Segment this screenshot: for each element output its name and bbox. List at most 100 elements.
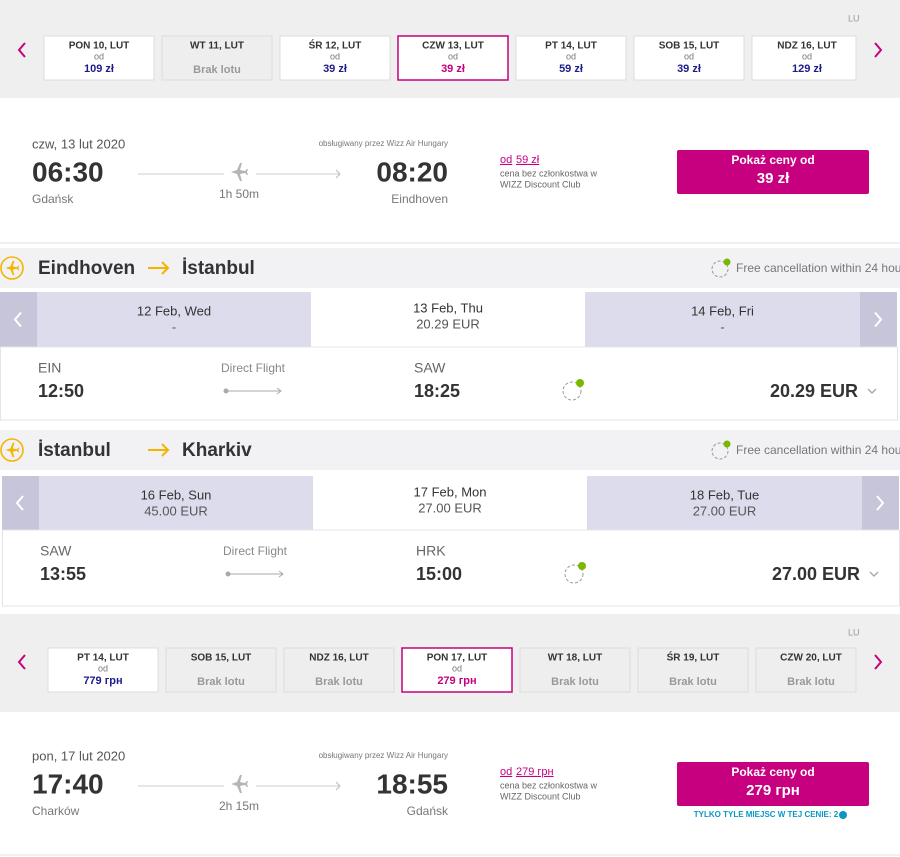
date-card[interactable] — [47, 647, 159, 693]
show-prices-button[interactable] — [677, 150, 869, 194]
tab-next-button[interactable] — [860, 292, 897, 347]
date-card[interactable] — [397, 35, 509, 81]
departure-time: 12:50 — [38, 381, 84, 401]
info-icon — [839, 811, 847, 819]
date-card-status: Brak lotu — [669, 676, 717, 688]
tab-date[interactable]: 14 Feb, Fri — [691, 303, 754, 318]
tab-price[interactable]: 45.00 EUR — [144, 503, 208, 518]
date-card-status: Brak lotu — [315, 676, 363, 688]
date-card[interactable] — [43, 35, 155, 81]
arrival-time: 08:20 — [376, 156, 448, 187]
date-card[interactable] — [283, 647, 395, 693]
cancellation-check — [723, 440, 731, 448]
button-price[interactable]: 39 zł — [757, 170, 790, 187]
route-arrowhead — [335, 781, 341, 791]
arrival-time: 18:25 — [414, 381, 460, 401]
flight-duration: 2h 15m — [219, 799, 259, 813]
date-tab[interactable] — [585, 292, 897, 347]
date-card-price: 59 zł — [559, 63, 583, 75]
departure-code: EIN — [38, 360, 61, 376]
date-card[interactable] — [161, 35, 273, 81]
departure-code: SAW — [40, 543, 72, 559]
previous-dates-arrow[interactable] — [17, 42, 26, 58]
date-tab[interactable] — [2, 476, 313, 530]
route-icon — [0, 438, 24, 462]
regular-price[interactable]: 59 zł — [516, 154, 540, 166]
tab-next-arrow[interactable] — [876, 495, 885, 511]
cancellation-icon — [711, 442, 729, 460]
date-card-from: od — [94, 51, 104, 61]
date-card-day: PT 14, LUT — [545, 41, 597, 52]
flight-date: pon, 17 lut 2020 — [32, 748, 125, 763]
button-label[interactable]: Pokaż ceny od — [731, 765, 814, 779]
tab-price[interactable]: - — [172, 319, 176, 334]
date-card[interactable] — [279, 35, 391, 81]
route-destination: Kharkiv — [182, 440, 252, 461]
next-dates-arrow[interactable] — [874, 654, 883, 670]
departure-city: Charków — [32, 804, 80, 818]
date-card-from: od — [452, 663, 462, 673]
expand-chevron[interactable] — [869, 571, 879, 578]
plane-icon — [231, 163, 248, 181]
date-card[interactable] — [751, 35, 857, 81]
tab-date[interactable]: 13 Feb, Thu — [413, 300, 483, 315]
date-card[interactable] — [633, 35, 745, 81]
cancellation-check — [723, 258, 731, 266]
button-price[interactable]: 279 грн — [746, 782, 800, 799]
departure-time: 17:40 — [32, 768, 104, 799]
date-tab[interactable] — [587, 476, 899, 530]
regular-price[interactable]: 279 грн — [516, 766, 554, 778]
tab-date[interactable]: 17 Feb, Mon — [414, 484, 487, 499]
tab-next-arrow[interactable] — [874, 311, 883, 328]
expand-chevron[interactable] — [867, 388, 877, 395]
tab-prev-arrow[interactable] — [13, 311, 22, 328]
date-card[interactable] — [165, 647, 277, 693]
route-destination: İstanbul — [182, 258, 255, 279]
strip-corner-label: LU — [848, 13, 860, 23]
plane-icon — [231, 775, 248, 793]
date-tab[interactable] — [311, 292, 585, 347]
tab-prev-button[interactable] — [2, 476, 39, 530]
departure-city: Gdańsk — [32, 192, 74, 206]
route-origin: İstanbul — [38, 440, 111, 461]
date-card[interactable] — [637, 647, 749, 693]
date-tab[interactable] — [313, 476, 587, 530]
next-dates-arrow[interactable] — [874, 42, 883, 58]
price-note: WIZZ Discount Club — [500, 791, 581, 801]
tab-price[interactable]: 27.00 EUR — [693, 503, 757, 518]
flight-duration: 1h 50m — [219, 187, 259, 201]
arrival-city: Gdańsk — [407, 804, 449, 818]
flight-price[interactable]: 27.00 EUR — [772, 564, 860, 584]
tab-date[interactable]: 18 Feb, Tue — [690, 487, 759, 502]
date-card-from: od — [684, 51, 694, 61]
tab-date[interactable]: 12 Feb, Wed — [137, 303, 211, 318]
show-prices-button[interactable] — [677, 762, 869, 806]
date-card[interactable] — [755, 647, 857, 693]
date-card[interactable] — [515, 35, 627, 81]
tab-date[interactable]: 16 Feb, Sun — [141, 487, 212, 502]
departure-time: 13:55 — [40, 564, 86, 584]
cancellation-icon — [564, 564, 584, 584]
date-card[interactable] — [519, 647, 631, 693]
regular-price-from[interactable]: od — [500, 154, 512, 166]
date-card-day: CZW 20, LUT — [780, 653, 842, 664]
tab-price[interactable]: 20.29 EUR — [416, 316, 480, 331]
route-icon — [0, 256, 24, 280]
flight-price[interactable]: 20.29 EUR — [770, 381, 858, 401]
tab-price[interactable]: 27.00 EUR — [418, 500, 482, 515]
route-arrow-head — [161, 443, 170, 457]
regular-price-from[interactable]: od — [500, 766, 512, 778]
tab-next-button[interactable] — [862, 476, 899, 530]
direct-arrowhead — [276, 387, 282, 395]
tab-price[interactable]: - — [720, 319, 724, 334]
previous-dates-arrow[interactable] — [17, 654, 26, 670]
button-label[interactable]: Pokaż ceny od — [731, 153, 814, 167]
tab-prev-button[interactable] — [0, 292, 37, 347]
tab-prev-arrow[interactable] — [15, 495, 24, 511]
date-card-day: PON 10, LUT — [69, 41, 130, 52]
date-card[interactable] — [401, 647, 513, 693]
date-tab[interactable] — [0, 292, 311, 347]
price-note: cena bez członkostwa w — [500, 168, 598, 178]
